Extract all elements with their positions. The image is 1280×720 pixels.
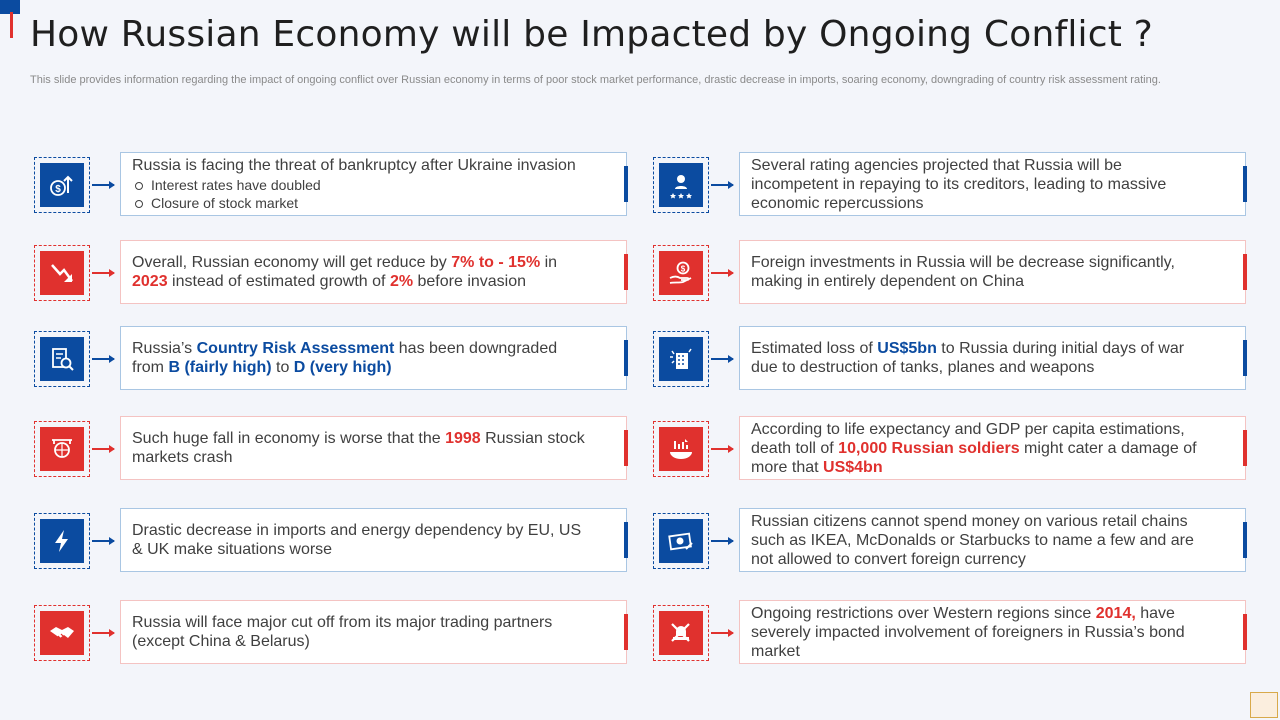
connector-arrow	[711, 537, 734, 545]
handshake-icon	[40, 611, 84, 655]
card-text: Russia’s Country Risk Assessment has bee…	[132, 340, 558, 376]
icon-frame	[34, 245, 90, 301]
connector-arrow	[92, 181, 115, 189]
corner-accent-blue	[0, 0, 20, 14]
connector-arrow	[92, 629, 115, 637]
rating-agency-icon	[659, 163, 703, 207]
icon-frame	[34, 331, 90, 387]
lightning-bolt-icon	[40, 519, 84, 563]
card-text: Russian citizens cannot spend money on v…	[751, 512, 1194, 568]
corner-accent-red	[10, 12, 13, 38]
icon-frame	[34, 513, 90, 569]
card-text: Drastic decrease in imports and energy d…	[132, 522, 582, 558]
svg-text:$: $	[681, 265, 686, 274]
card-accent-bar	[1243, 166, 1247, 202]
info-card: According to life expectancy and GDP per…	[739, 416, 1247, 480]
card-accent-bar	[1243, 430, 1247, 466]
market-crash-icon	[40, 427, 84, 471]
card-text: Russia is facing the threat of bankruptc…	[132, 157, 576, 174]
card-text: Such huge fall in economy is worse that …	[132, 430, 585, 466]
card-text: Russia will face major cut off from its …	[132, 614, 553, 650]
bullet-item: Closure of stock market	[132, 194, 592, 212]
info-card: Russia will face major cut off from its …	[120, 600, 628, 664]
icon-frame	[34, 421, 90, 477]
connector-arrow	[711, 445, 734, 453]
card-text: Several rating agencies projected that R…	[751, 156, 1167, 212]
card-accent-bar	[624, 430, 628, 466]
connector-arrow	[92, 355, 115, 363]
card-text: Foreign investments in Russia will be de…	[751, 254, 1175, 290]
icon-frame	[653, 157, 709, 213]
dollar-growth-icon: $	[40, 163, 84, 207]
info-card: Russia’s Country Risk Assessment has bee…	[120, 326, 628, 390]
card-text: According to life expectancy and GDP per…	[751, 420, 1197, 476]
card-accent-bar	[1243, 614, 1247, 650]
card-accent-bar	[624, 522, 628, 558]
info-card: Overall, Russian economy will get reduce…	[120, 240, 628, 304]
icon-frame	[653, 513, 709, 569]
connector-arrow	[92, 269, 115, 277]
icon-frame	[34, 605, 90, 661]
icon-frame	[653, 331, 709, 387]
info-card: Drastic decrease in imports and energy d…	[120, 508, 628, 572]
card-accent-bar	[1243, 522, 1247, 558]
bullet-item: Interest rates have doubled	[132, 176, 592, 194]
card-text: Estimated loss of US$5bn to Russia durin…	[751, 340, 1185, 376]
card-accent-bar	[1243, 340, 1247, 376]
destruction-icon	[659, 337, 703, 381]
connector-arrow	[711, 355, 734, 363]
page-subtitle: This slide provides information regardin…	[30, 74, 1161, 86]
info-card: Ongoing restrictions over Western region…	[739, 600, 1247, 664]
death-toll-chart-icon	[659, 427, 703, 471]
connector-arrow	[711, 181, 734, 189]
connector-arrow	[92, 537, 115, 545]
icon-frame: $	[653, 245, 709, 301]
risk-assessment-icon	[40, 337, 84, 381]
info-card: Estimated loss of US$5bn to Russia durin…	[739, 326, 1247, 390]
icon-frame	[653, 605, 709, 661]
card-bullets: Interest rates have doubled Closure of s…	[132, 176, 592, 212]
connector-arrow	[92, 445, 115, 453]
card-accent-bar	[624, 254, 628, 290]
page-title: How Russian Economy will be Impacted by …	[30, 14, 1153, 55]
icon-frame: $	[34, 157, 90, 213]
slide-nav-button[interactable]	[1250, 692, 1278, 718]
svg-text:$: $	[55, 184, 61, 195]
info-card: Russia is facing the threat of bankruptc…	[120, 152, 628, 216]
icon-frame	[653, 421, 709, 477]
info-card: Foreign investments in Russia will be de…	[739, 240, 1247, 304]
card-accent-bar	[1243, 254, 1247, 290]
card-accent-bar	[624, 614, 628, 650]
connector-arrow	[711, 269, 734, 277]
card-accent-bar	[624, 166, 628, 202]
connector-arrow	[711, 629, 734, 637]
info-card: Russian citizens cannot spend money on v…	[739, 508, 1247, 572]
money-bill-icon	[659, 519, 703, 563]
investment-hand-icon: $	[659, 251, 703, 295]
info-card: Several rating agencies projected that R…	[739, 152, 1247, 216]
card-text: Ongoing restrictions over Western region…	[751, 604, 1185, 660]
decline-arrow-icon	[40, 251, 84, 295]
bond-restriction-icon	[659, 611, 703, 655]
info-card: Such huge fall in economy is worse that …	[120, 416, 628, 480]
card-text: Overall, Russian economy will get reduce…	[132, 254, 558, 290]
card-accent-bar	[624, 340, 628, 376]
